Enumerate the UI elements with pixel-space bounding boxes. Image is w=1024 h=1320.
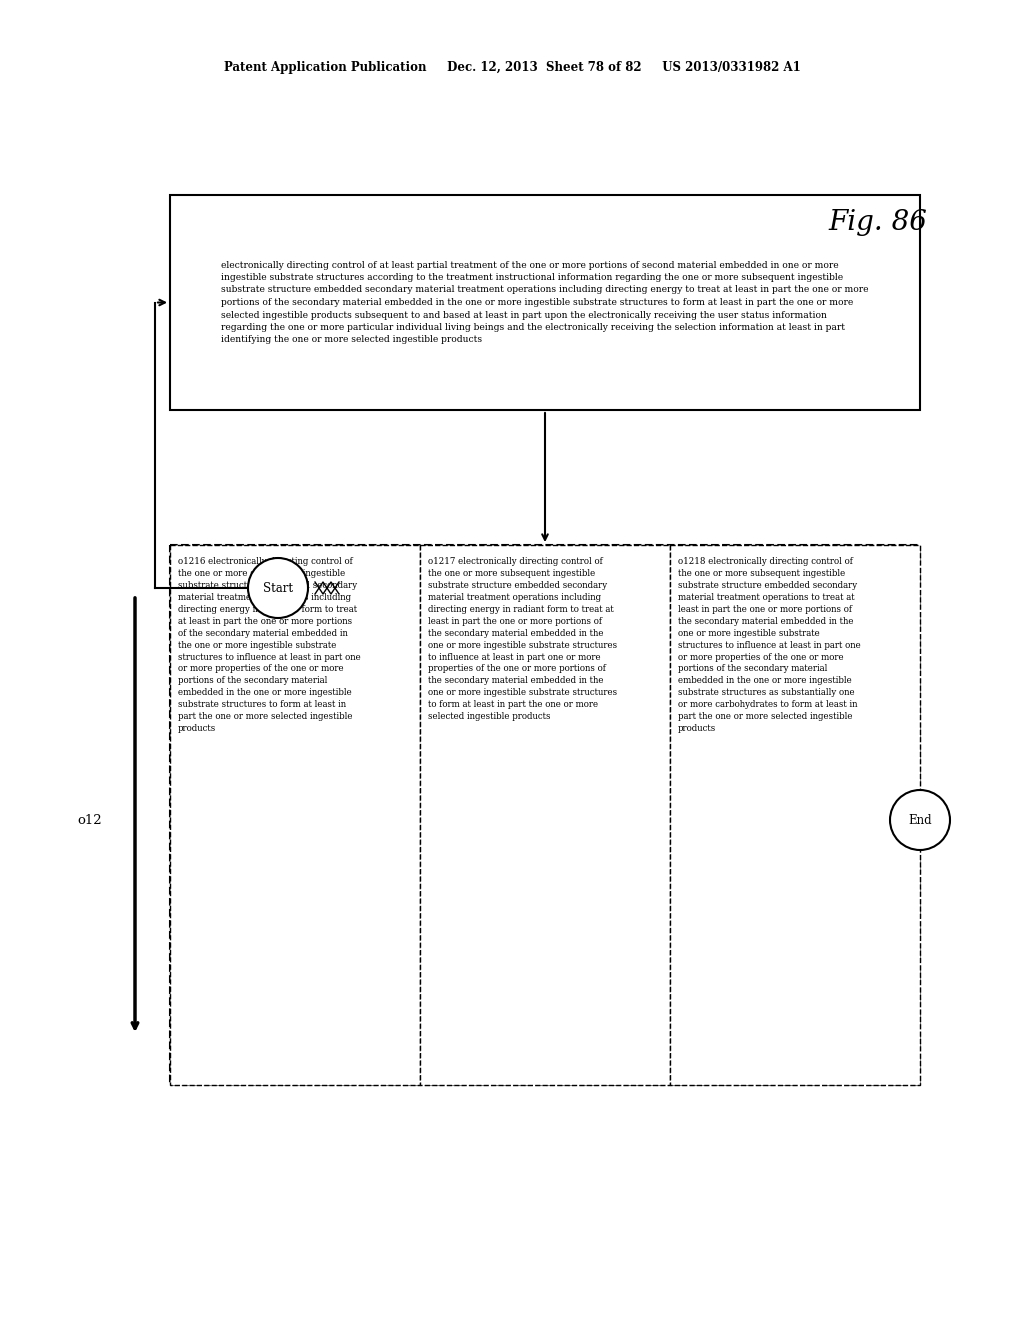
- Text: electronically directing control of at least partial treatment of the one or mor: electronically directing control of at l…: [221, 260, 868, 345]
- Text: o1216 electronically directing control of
the one or more subsequent ingestible
: o1216 electronically directing control o…: [178, 557, 360, 733]
- Bar: [670, 545, 920, 1085]
- Text: Start: Start: [263, 582, 293, 594]
- Text: o1218 electronically directing control of
the one or more subsequent ingestible
: o1218 electronically directing control o…: [678, 557, 861, 733]
- Bar: [170, 545, 920, 1085]
- Bar: [170, 195, 920, 411]
- Text: o1217 electronically directing control of
the one or more subsequent ingestible
: o1217 electronically directing control o…: [428, 557, 617, 721]
- Text: Patent Application Publication     Dec. 12, 2013  Sheet 78 of 82     US 2013/033: Patent Application Publication Dec. 12, …: [223, 62, 801, 74]
- Bar: [170, 545, 420, 1085]
- Text: End: End: [908, 813, 932, 826]
- Text: o12: o12: [78, 813, 102, 826]
- Circle shape: [248, 558, 308, 618]
- Text: Fig. 86: Fig. 86: [828, 209, 928, 235]
- Bar: [420, 545, 670, 1085]
- Circle shape: [890, 789, 950, 850]
